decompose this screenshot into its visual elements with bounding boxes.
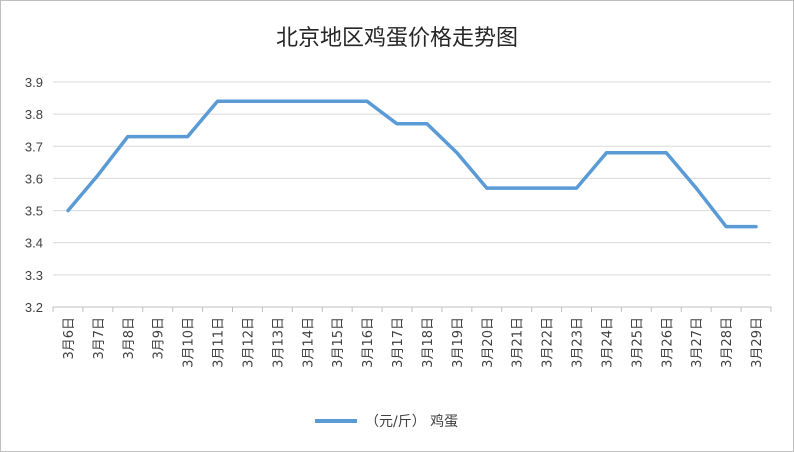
x-tick-label: 3月8日 <box>122 317 137 360</box>
x-tick-label: 3月25日 <box>630 317 645 368</box>
series-layer <box>66 99 758 229</box>
x-tick-label: 3月21日 <box>511 317 526 368</box>
x-tick-label: 3月18日 <box>421 317 436 368</box>
legend: （元/斤） 鸡蛋 <box>315 413 458 430</box>
x-axis: 3月6日 3月7日 3月8日 3月9日 3月10日 3月11日 3月12日 3月13日 3月14… <box>52 307 772 368</box>
x-tick-label: 3月14日 <box>301 317 316 368</box>
y-tick-label: 3.2 <box>25 300 43 315</box>
x-tick-label: 3月22日 <box>541 317 556 368</box>
y-tick-label: 3.4 <box>25 236 43 251</box>
series-line <box>66 99 758 229</box>
gridlines <box>53 81 771 308</box>
x-tick-label: 3月9日 <box>152 317 167 360</box>
y-tick-label: 3.5 <box>25 204 43 219</box>
x-tick-label: 3月12日 <box>241 317 256 368</box>
y-tick-label: 3.7 <box>25 139 43 154</box>
x-tick-label: 3月16日 <box>361 317 376 368</box>
x-tick-label: 3月29日 <box>750 317 765 368</box>
y-tick-label: 3.9 <box>25 75 43 90</box>
legend-label: （元/斤） 鸡蛋 <box>365 413 458 430</box>
y-tick-label: 3.6 <box>25 171 43 186</box>
x-tick-label: 3月19日 <box>451 317 466 368</box>
x-tick-label: 3月28日 <box>720 317 735 368</box>
x-tick-label: 3月24日 <box>600 317 615 368</box>
chart-title: 北京地区鸡蛋价格走势图 <box>276 26 518 51</box>
y-tick-label: 3.8 <box>25 107 43 122</box>
x-tick-label: 3月27日 <box>690 317 705 368</box>
x-tick-label: 3月7日 <box>92 317 107 360</box>
y-axis: 3.2 3.3 3.4 3.5 3.6 3.7 3.8 3.9 <box>25 75 43 315</box>
x-tick-label: 3月13日 <box>271 317 286 368</box>
x-tick-label: 3月11日 <box>212 317 227 368</box>
x-tick-label: 3月20日 <box>481 317 496 368</box>
x-tick-label: 3月17日 <box>391 317 406 368</box>
x-tick-label: 3月15日 <box>331 317 346 368</box>
y-tick-label: 3.3 <box>25 268 43 283</box>
x-tick-label: 3月6日 <box>62 317 77 360</box>
x-tick-label: 3月10日 <box>182 317 197 368</box>
x-tick-label: 3月23日 <box>571 317 586 368</box>
x-tick-label: 3月26日 <box>660 317 675 368</box>
